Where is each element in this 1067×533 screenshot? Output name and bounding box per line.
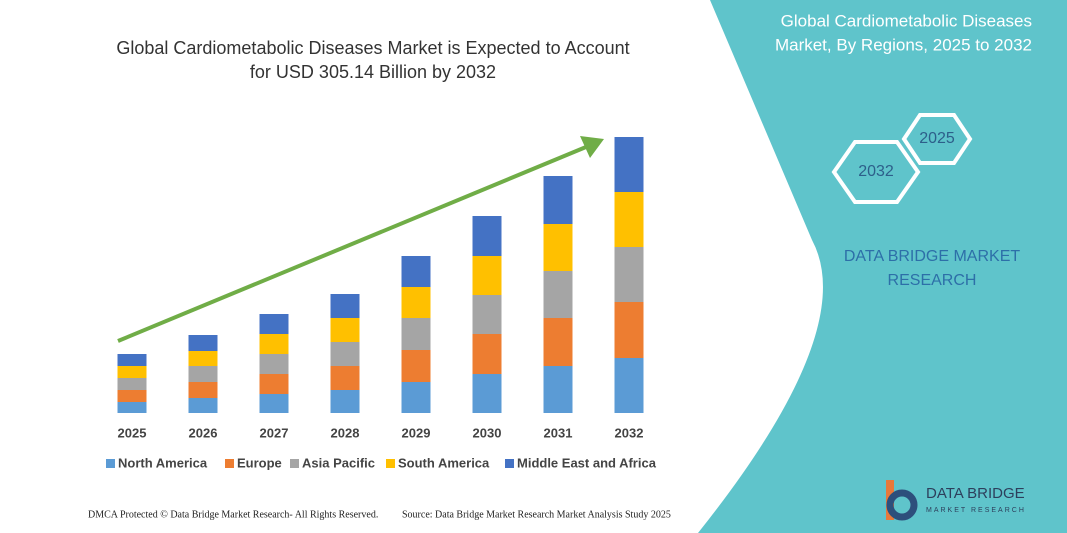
bar-segment [614, 358, 644, 413]
bar-segment [472, 374, 502, 413]
x-tick-label: 2029 [402, 425, 431, 440]
bar-segment [543, 176, 573, 224]
panel-title: Market, By Regions, 2025 to 2032 [775, 35, 1032, 54]
bar-segment [117, 402, 147, 413]
footer-text: Source: Data Bridge Market Research Mark… [402, 509, 671, 520]
bar-segment [330, 294, 360, 318]
bar-segment [472, 256, 502, 295]
bar-segment [543, 318, 573, 366]
side-panel [698, 0, 1067, 533]
bar-segment [259, 354, 289, 374]
bar-segment [188, 366, 218, 382]
bar-segment [472, 216, 502, 256]
bar-segment [401, 287, 431, 318]
x-tick-label: 2028 [331, 425, 360, 440]
chart-title: Global Cardiometabolic Diseases Market i… [116, 38, 629, 58]
bar-segment [117, 354, 147, 366]
x-tick-label: 2032 [615, 425, 644, 440]
hex-label: 2032 [858, 163, 894, 180]
hexagon [831, 140, 921, 204]
brand-text: RESEARCH [888, 272, 977, 289]
bar-segment [401, 382, 431, 413]
bar-segment [259, 394, 289, 413]
bar-segment [188, 382, 218, 398]
bar-segment [188, 351, 218, 366]
bar-segment [188, 335, 218, 351]
legend-label: Middle East and Africa [517, 455, 657, 470]
x-tick-label: 2031 [544, 425, 573, 440]
bar-segment [401, 318, 431, 350]
bar-segment [117, 390, 147, 402]
legend-swatch [106, 459, 115, 468]
bar-segment [472, 295, 502, 334]
bar-segment [614, 137, 644, 192]
legend-label: Europe [237, 455, 282, 470]
chart-title: for USD 305.14 Billion by 2032 [250, 62, 496, 82]
hex-label: 2025 [919, 130, 955, 147]
legend-swatch [505, 459, 514, 468]
bar-segment [259, 314, 289, 334]
x-tick-label: 2025 [118, 425, 147, 440]
bar-segment [401, 350, 431, 382]
footer-text: DMCA Protected © Data Bridge Market Rese… [88, 509, 378, 520]
bar-segment [543, 366, 573, 413]
bar-segment [614, 302, 644, 358]
legend-swatch [386, 459, 395, 468]
trend-arrowhead [580, 136, 604, 158]
x-tick-label: 2026 [189, 425, 218, 440]
bar-segment [330, 318, 360, 342]
bar-segment [614, 192, 644, 247]
legend-swatch [290, 459, 299, 468]
logo-text: MARKET RESEARCH [926, 507, 1026, 514]
plot: 2025 2026 2027 2028 2029 2030 2031 2032 North Am… [106, 136, 657, 470]
bar-segment [614, 247, 644, 302]
brand-text: DATA BRIDGE MARKET [844, 248, 1021, 265]
bar-segment [330, 342, 360, 366]
bar-segment [117, 378, 147, 390]
bar-segment [330, 390, 360, 413]
x-tick-label: 2030 [473, 425, 502, 440]
legend-label: South America [398, 455, 490, 470]
legend-label: North America [118, 455, 208, 470]
bar-segment [543, 271, 573, 318]
logo-text: DATA BRIDGE [926, 485, 1025, 502]
bar-segment [543, 224, 573, 271]
bar-segment [117, 366, 147, 378]
hexagon [901, 113, 973, 165]
bar-segment [330, 366, 360, 390]
bar-segment [472, 334, 502, 374]
legend-swatch [225, 459, 234, 468]
legend-label: Asia Pacific [302, 455, 375, 470]
bar-segment [259, 374, 289, 394]
logo: DATA BRIDGE MARKET RESEARCH [886, 480, 1026, 521]
bar-segment [188, 398, 218, 413]
panel-title: Global Cardiometabolic Diseases [781, 11, 1032, 30]
trend-arrow [117, 145, 587, 343]
logo-shape [886, 489, 918, 521]
bar-segment [259, 334, 289, 354]
x-tick-label: 2027 [260, 425, 289, 440]
bar-segment [401, 256, 431, 287]
